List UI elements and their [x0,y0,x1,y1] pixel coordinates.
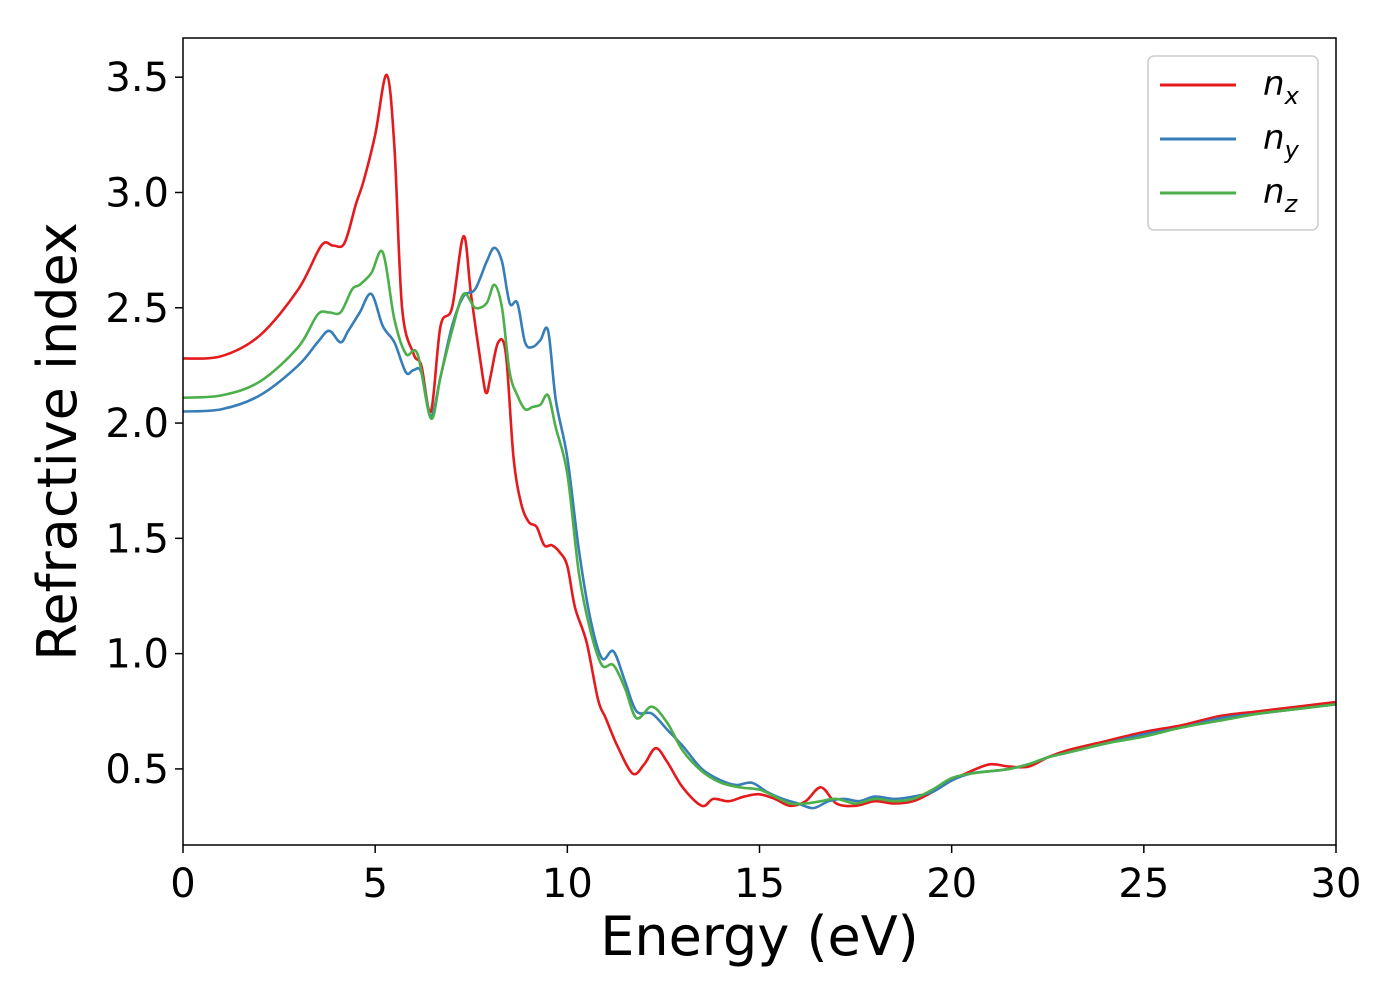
x-axis-title: Energy (eV) [600,905,919,968]
legend-box [1147,55,1319,231]
legend-label-x: nx [1263,64,1300,110]
series-layer [183,73,1336,810]
x-tick-label: 15 [734,861,785,907]
y-axis-title: Refractive index [26,222,89,661]
y-tick-label: 2.0 [105,401,169,447]
x-tick-label: 25 [1118,861,1169,907]
x-tick-label: 5 [362,861,387,907]
legend-label-y: ny [1263,118,1300,164]
series-line-z [183,249,1336,806]
y-tick-label: 3.0 [105,170,169,216]
x-tick-label: 20 [926,861,977,907]
x-tick-label: 30 [1311,861,1362,907]
x-tick-label: 0 [170,861,195,907]
tick-layer: 0 5 10 15 20 25 30 0.5 1.0 1.5 2.0 2.5 3.0 3.5 [105,55,1361,907]
y-tick-label: 0.5 [105,747,169,793]
y-tick-label: 1.0 [105,632,169,678]
legend: nx ny nz [1147,55,1319,231]
y-tick-label: 2.5 [105,286,169,332]
y-tick-label: 3.5 [105,55,169,101]
series-line-x [183,73,1336,808]
legend-label-z: nz [1263,172,1299,218]
x-tick-label: 10 [542,861,593,907]
y-tick-label: 1.5 [105,516,169,562]
series-line-y [183,246,1336,810]
